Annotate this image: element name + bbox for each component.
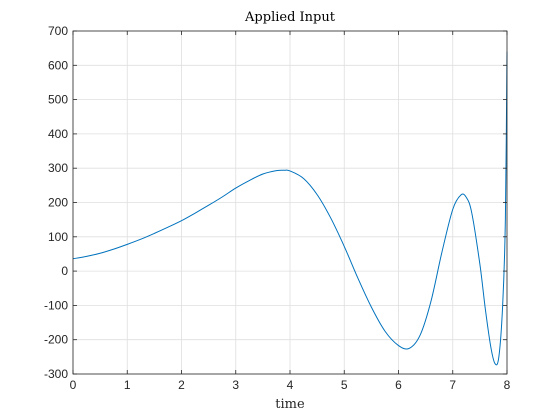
x-tick-label: 0 (70, 378, 77, 392)
y-tick-label: 600 (48, 58, 68, 72)
x-tick-label: 4 (287, 378, 294, 392)
y-tick-label: -300 (44, 367, 68, 381)
x-tick-label: 5 (341, 378, 348, 392)
y-tick-labels: -300 -200 -100 0 100 200 300 400 500 600 700 (44, 24, 68, 381)
y-tick-label: -200 (44, 333, 68, 347)
x-tick-label: 3 (232, 378, 239, 392)
y-tick-label: 400 (48, 127, 68, 141)
x-tick-label: 2 (178, 378, 185, 392)
x-tick-label: 8 (504, 378, 511, 392)
x-tick-label: 1 (124, 378, 131, 392)
y-tick-label: -100 (44, 298, 68, 312)
data-series (72, 51, 508, 366)
series-line (72, 51, 508, 366)
y-tick-label: 200 (48, 196, 68, 210)
y-tick-label: 100 (48, 230, 68, 244)
y-tick-label: 300 (48, 161, 68, 175)
y-tick-label: 700 (48, 24, 68, 38)
x-axis-label: time (275, 397, 305, 412)
x-tick-label: 7 (449, 378, 456, 392)
x-tick-label: 6 (395, 378, 402, 392)
tick-marks (72, 30, 508, 375)
x-tick-labels: 0 1 2 3 4 5 6 7 8 (70, 378, 511, 392)
y-tick-label: 500 (48, 93, 68, 107)
y-tick-label: 0 (61, 264, 68, 278)
grid-lines (72, 30, 508, 375)
chart-title: Applied Input (244, 10, 336, 25)
